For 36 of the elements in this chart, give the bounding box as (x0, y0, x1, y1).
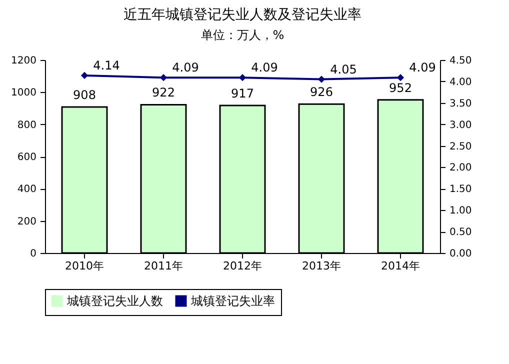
y2-tick-label: 0.00 (450, 248, 472, 260)
y2-tick-label: 2.50 (450, 141, 472, 152)
data-label: 4.09 (251, 60, 278, 75)
y2-tick-label: 2.00 (450, 162, 472, 174)
y2-tick-label: 1.50 (450, 184, 472, 196)
legend-label: 城镇登记失业人数 (66, 294, 163, 308)
x-tick-label: 2010年 (65, 260, 104, 272)
y-tick-label: 800 (17, 120, 36, 131)
y2-tick-label: 0.50 (450, 227, 472, 238)
data-label: 4.09 (172, 60, 199, 75)
y2-tick-label: 3.00 (450, 120, 472, 131)
y-tick-label: 1200 (11, 56, 36, 66)
y2-tick-label: 1.00 (450, 206, 472, 217)
data-label: 908 (73, 88, 96, 102)
y2-tick-label: 3.50 (450, 98, 472, 110)
y2-tick-label: 4.00 (450, 76, 472, 88)
data-label: 922 (152, 86, 175, 100)
legend-label: 城镇登记失业率 (190, 294, 275, 308)
data-label: 4.05 (330, 62, 357, 76)
data-label: 952 (389, 80, 412, 95)
chart-subtitle: 单位：万人，% (200, 28, 284, 42)
x-tick-label: 2011年 (144, 260, 183, 272)
y-tick-label: 1000 (11, 88, 36, 99)
data-label: 917 (231, 86, 254, 101)
x-tick-label: 2013年 (302, 260, 341, 272)
y-tick-label: 400 (17, 184, 36, 196)
data-label: 4.09 (409, 60, 436, 75)
data-label: 4.14 (93, 58, 120, 72)
x-tick-label: 2012年 (223, 260, 262, 272)
y2-tick-label: 4.50 (450, 56, 472, 66)
chart-title: 近五年城镇登记失业人数及登记失业率 (124, 7, 362, 23)
x-tick-label: 2014年 (381, 260, 420, 272)
y-tick-label: 600 (17, 152, 36, 163)
y-tick-label: 0 (30, 248, 36, 260)
data-label: 926 (310, 85, 333, 100)
y-tick-label: 200 (17, 216, 36, 228)
